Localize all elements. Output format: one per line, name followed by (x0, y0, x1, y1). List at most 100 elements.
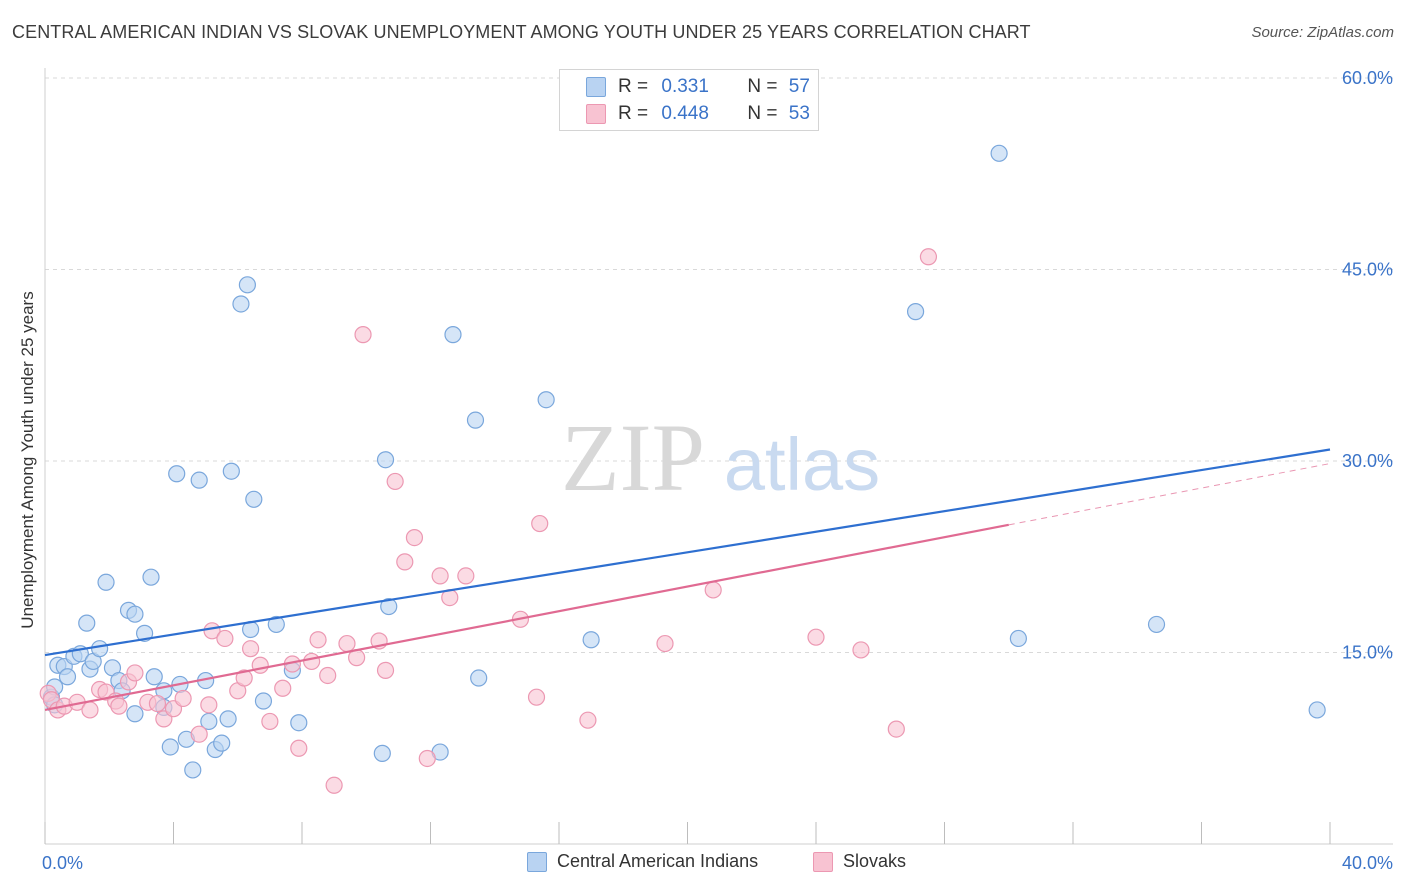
data-point (184, 761, 202, 779)
legend-label: Slovaks (843, 851, 907, 871)
data-point (396, 553, 414, 571)
stats-legend-row-pink: R = 0.448 N = 53 (586, 102, 810, 126)
data-point (126, 705, 144, 723)
data-point (1147, 615, 1166, 634)
data-point (81, 701, 99, 719)
data-point (457, 567, 475, 585)
data-point (174, 689, 192, 708)
y-tick-label: 60.0% (1342, 68, 1393, 88)
data-point (91, 640, 109, 658)
data-point (470, 669, 488, 687)
data-point (376, 451, 395, 469)
data-point (373, 744, 391, 762)
r-value: 0.331 (661, 76, 709, 97)
x-tick-label: 0.0% (42, 853, 83, 873)
trend-line (44, 448, 1331, 657)
data-point (200, 696, 218, 714)
data-point (656, 634, 674, 653)
stats-legend: R = 0.331 N = 57 R = 0.448 N = 53 (559, 69, 819, 131)
data-point (145, 668, 163, 686)
data-point (126, 664, 144, 682)
data-point (216, 629, 234, 648)
data-point (376, 661, 395, 679)
trend-line (44, 523, 1009, 712)
watermark-atlas: atlas (724, 423, 880, 506)
watermark: ZIP atlas (561, 404, 880, 511)
data-point (78, 614, 96, 632)
r-label: R = (618, 76, 654, 97)
data-point (303, 652, 321, 671)
data-point (190, 725, 208, 743)
tick-labels: 15.0% 30.0% 45.0% 60.0% 0.0% 40.0% (42, 68, 1393, 873)
series-slovaks (39, 248, 938, 794)
data-point (354, 326, 372, 344)
data-point (251, 656, 269, 674)
data-point (245, 490, 263, 508)
data-point (325, 776, 343, 794)
data-point (242, 640, 260, 658)
data-point (466, 411, 485, 429)
data-point (267, 615, 285, 634)
r-value: 0.448 (661, 103, 709, 124)
grid-lines (45, 77, 1393, 653)
trend-lines (44, 448, 1331, 712)
legend-item-central-american-indians: Central American Indians (527, 851, 758, 872)
data-point (990, 144, 1008, 162)
data-point (386, 472, 404, 491)
data-point (161, 738, 179, 756)
data-point (97, 573, 115, 591)
data-point (309, 631, 327, 649)
data-point (135, 624, 154, 642)
legend-swatch-blue (586, 77, 606, 97)
n-label: N = (747, 103, 783, 124)
legend-swatch-pink (813, 851, 833, 872)
legend-item-slovaks: Slovaks (813, 851, 906, 872)
data-point (380, 597, 398, 616)
n-value: 53 (788, 103, 810, 124)
data-point (338, 634, 356, 653)
data-point (531, 514, 549, 533)
data-point (126, 605, 144, 623)
data-point (222, 462, 240, 480)
data-point (807, 628, 825, 646)
source-label: Source: ZipAtlas.com (1251, 24, 1394, 41)
data-point (527, 688, 546, 706)
data-point (919, 248, 938, 266)
data-point (238, 276, 256, 294)
data-point (582, 631, 600, 649)
legend-label: Central American Indians (557, 851, 759, 871)
n-value: 57 (788, 76, 810, 97)
data-point (219, 710, 237, 728)
data-point (232, 295, 250, 313)
data-point (852, 641, 870, 659)
data-point (579, 711, 597, 729)
data-point (254, 692, 273, 710)
data-point (213, 734, 231, 752)
y-tick-label: 30.0% (1342, 451, 1393, 471)
data-point (110, 697, 128, 715)
data-point (405, 528, 424, 547)
n-label: N = (747, 76, 783, 97)
y-tick-label: 15.0% (1342, 643, 1393, 663)
data-point (190, 471, 208, 489)
axes (44, 68, 1393, 845)
data-point (431, 567, 449, 585)
data-point (1308, 701, 1326, 719)
data-point (319, 666, 337, 685)
data-point (168, 465, 186, 483)
y-axis-label: Unemployment Among Youth under 25 years (18, 291, 37, 629)
y-tick-label: 45.0% (1342, 260, 1393, 280)
stats-legend-row-blue: R = 0.331 N = 57 (586, 75, 810, 99)
data-point (906, 303, 925, 321)
r-label: R = (618, 103, 654, 124)
x-tick-label: 40.0% (1342, 853, 1393, 873)
data-point (704, 581, 722, 599)
legend-swatch-pink (586, 104, 606, 124)
data-point (235, 669, 253, 687)
data-point (887, 720, 905, 738)
data-point (261, 712, 279, 731)
watermark-zip: ZIP (561, 404, 705, 511)
data-point (290, 739, 308, 757)
data-point (444, 326, 462, 344)
